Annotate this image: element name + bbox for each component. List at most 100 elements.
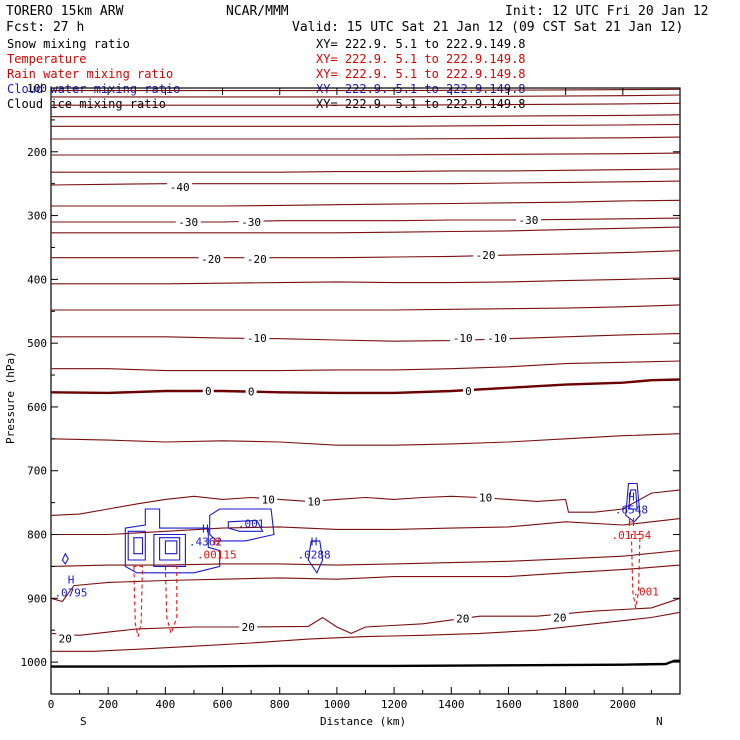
extremum-value: .0795 (54, 587, 87, 600)
temperature-label-bg (453, 612, 472, 625)
rain-water-contour (630, 533, 641, 608)
temperature-label: -40 (170, 181, 190, 194)
init-time: Init: 12 UTC Fri 20 Jan 12 (505, 4, 709, 19)
legend-field-name: Temperature (7, 52, 86, 66)
center-title: NCAR/MMM (226, 4, 289, 19)
x-tick-label: 600 (213, 698, 233, 711)
temperature-label-bg (244, 252, 270, 265)
x-axis-north-label: N (656, 715, 663, 728)
x-tick-label: 800 (270, 698, 290, 711)
temperature-labels: 20 20 20 20 10 10 10 0 0 0 -10 -10 -10 -20 -20 -20 -30 -3… (56, 180, 569, 646)
cloud-water-contour (61, 552, 69, 565)
extremum-mark: H (628, 491, 635, 504)
extremum-mark: H (311, 535, 318, 548)
x-tick-label: 400 (155, 698, 175, 711)
extremum-mark: H (214, 535, 221, 548)
temperature-contour (51, 199, 681, 207)
legend-field-name: Rain water mixing ratio (7, 67, 173, 81)
legend-field-name: Snow mixing ratio (7, 37, 130, 51)
temperature-contour (50, 180, 681, 186)
temperature-label-bg (305, 495, 324, 508)
temperature-contour (51, 136, 681, 140)
extremum-mark: H (68, 574, 75, 587)
temperature-label: 20 (553, 611, 566, 624)
cloud-water-contour (133, 537, 144, 555)
temperature-label-bg (175, 215, 201, 228)
x-tick-label: 0 (48, 698, 55, 711)
temperature-contour (51, 94, 681, 98)
temperature-label-bg (198, 252, 224, 265)
legend-field-xy: XY= 222.9. 5.1 to 222.9.149.8 (316, 52, 526, 66)
temperature-contour (51, 217, 681, 223)
temperature-label: -30 (241, 216, 261, 229)
x-tick-label: 1800 (552, 698, 579, 711)
temperature-label-bg (238, 215, 264, 228)
legend-field-xy: XY= 222.9. 5.1 to 222.9.149.8 (316, 82, 526, 96)
temperature-contour (51, 304, 681, 311)
x-axis-south-label: S (80, 715, 87, 728)
valid-time: Valid: 15 UTC Sat 21 Jan 12 (09 CST Sat … (292, 20, 683, 35)
x-tick-label: 1400 (438, 698, 465, 711)
y-tick-label: 100 (27, 82, 47, 95)
x-tick-label: 2000 (610, 698, 637, 711)
temperature-label: 20 (456, 613, 469, 626)
ground-surface (51, 659, 680, 668)
x-axis-label: Distance (km) (320, 715, 406, 728)
temperature-label-bg (473, 249, 499, 262)
y-tick-label: 900 (27, 592, 47, 605)
y-axis-label: Pressure (hPa) (4, 351, 17, 444)
y-tick-label: 800 (27, 529, 47, 542)
temperature-label: -20 (247, 253, 267, 266)
extremum-value: .6548 (615, 504, 648, 517)
extremum-value: .001 (238, 518, 265, 531)
extremum-mark: H (628, 516, 635, 529)
temperature-label: -10 (487, 332, 507, 345)
temperature-label-bg (550, 611, 569, 624)
cloud-water-contour (127, 530, 146, 561)
rain-water-contour (164, 565, 178, 636)
temperature-contour (51, 360, 681, 372)
cloud-water-contour (153, 533, 186, 567)
cloud-water-contours (61, 482, 641, 574)
rain-water-contours (133, 533, 641, 637)
cloud-water-contour (307, 540, 324, 574)
temperature-label-bg (56, 632, 75, 645)
temperature-contour (50, 549, 681, 567)
y-tick-label: 700 (27, 465, 47, 478)
temperature-label-bg (259, 493, 278, 506)
y-tick-label: 400 (27, 273, 47, 286)
temperature-contour (51, 168, 681, 173)
temperature-label-bg (244, 332, 270, 345)
extremum-value: .00115 (197, 548, 237, 561)
extremum-mark: H (202, 523, 209, 536)
temperature-contour (51, 518, 681, 536)
legend-field-name: Cloud water mixing ratio (7, 82, 180, 96)
rain-water-contour (133, 565, 144, 637)
x-tick-label: 1600 (495, 698, 522, 711)
temperature-label-bg (515, 214, 541, 227)
x-tick-label: 200 (98, 698, 118, 711)
extremum-value: .01154 (612, 529, 652, 542)
extremum-value: .4362 (189, 536, 222, 549)
cloud-water-contour (625, 482, 641, 523)
y-tick-label: 300 (27, 210, 47, 223)
x-tick-label: 1200 (381, 698, 408, 711)
legend-field-xy: XY= 222.9. 5.1 to 222.9.149.8 (316, 97, 526, 111)
y-tick-label: 600 (27, 401, 47, 414)
extremum-value: .0288 (297, 548, 330, 561)
temperature-contour (51, 611, 681, 652)
temperature-contour (51, 123, 681, 127)
temperature-label-bg (462, 385, 474, 397)
temperature-label: -10 (453, 332, 473, 345)
temperature-label-bg (484, 332, 510, 345)
cloud-water-contour (164, 540, 178, 555)
cloud-water-contour (159, 537, 181, 561)
temperature-contour (51, 277, 681, 285)
legend-field-name: Cloud ice mixing ratio (7, 97, 166, 111)
temperature-contour (51, 333, 681, 342)
y-tick-label: 200 (27, 146, 47, 159)
